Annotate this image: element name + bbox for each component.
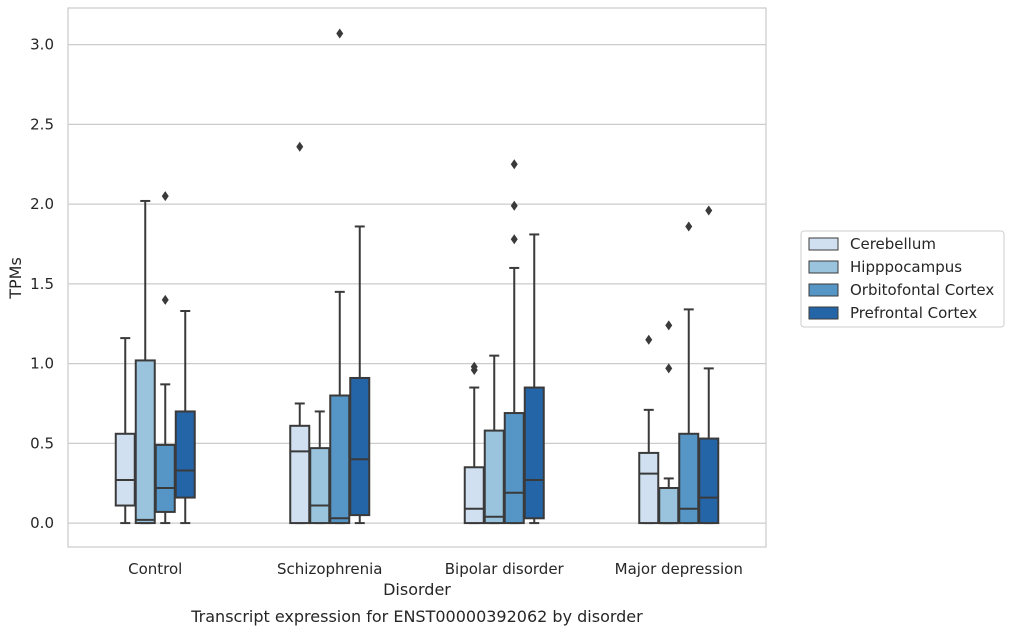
outlier-point <box>645 334 653 345</box>
y-tick-label: 3.0 <box>30 36 54 54</box>
box-prefrontal-cortex <box>174 309 196 525</box>
y-tick-label: 1.0 <box>30 355 54 373</box>
box-body <box>463 466 485 525</box>
box-body <box>698 437 720 525</box>
box-hipppocampus <box>134 199 156 525</box>
legend-swatch <box>808 283 839 297</box>
x-tick-label: Major depression <box>615 560 743 578</box>
outlier-point <box>470 361 478 372</box>
box-cerebellum <box>289 141 311 525</box>
box-body <box>134 359 156 525</box>
box-orbitofontal-cortex <box>329 28 351 525</box>
box-body <box>289 424 311 525</box>
y-axis-ticks: 0.0 0.5 1.0 1.5 2.0 2.5 3.0 <box>30 36 54 532</box>
outlier-point <box>665 363 673 374</box>
box-body <box>638 451 660 525</box>
box-prefrontal-cortex <box>698 205 720 525</box>
box-body <box>523 386 545 520</box>
x-axis-label: Disorder <box>383 580 451 599</box>
outlier-point <box>665 320 673 331</box>
outlier-point <box>705 205 713 216</box>
box-body <box>154 443 176 513</box>
legend-label: Cerebellum <box>850 235 936 253</box>
outlier-point <box>161 294 169 305</box>
box-body <box>329 394 351 525</box>
outlier-point <box>685 221 693 232</box>
x-tick-label: Schizophrenia <box>277 560 382 578</box>
box-prefrontal-cortex <box>349 225 371 525</box>
box-body <box>309 447 331 525</box>
chart-caption: Transcript expression for ENST0000039206… <box>190 607 643 626</box>
outlier-point <box>161 191 169 202</box>
y-tick-label: 2.0 <box>30 195 54 213</box>
outlier-point <box>296 141 304 152</box>
y-tick-label: 0.0 <box>30 514 54 532</box>
box-cerebellum <box>463 361 485 525</box>
outlier-point <box>336 28 344 39</box>
outlier-point <box>510 159 518 170</box>
box-cerebellum <box>638 334 660 525</box>
boxes-layer <box>114 28 720 525</box>
outlier-point <box>510 234 518 245</box>
legend-swatch <box>808 306 839 320</box>
box-body <box>483 429 505 525</box>
box-body <box>114 432 136 507</box>
box-orbitofontal-cortex <box>678 221 700 525</box>
box-body <box>349 376 371 517</box>
legend: Cerebellum Hipppocampus Orbitofontal Corte… <box>800 230 1005 328</box>
legend-label: Orbitofontal Cortex <box>850 281 994 299</box>
outlier-point <box>510 200 518 211</box>
legend-swatch <box>808 237 839 251</box>
y-tick-label: 1.5 <box>30 275 54 293</box>
legend-label: Hipppocampus <box>850 258 962 276</box>
y-tick-label: 0.5 <box>30 434 54 452</box>
y-axis-label: TPMs <box>6 257 25 300</box>
x-axis-ticks: Control Schizophrenia Bipolar disorder Majo… <box>128 560 743 578</box>
box-body <box>503 412 525 525</box>
x-tick-label: Bipolar disorder <box>445 560 565 578</box>
box-prefrontal-cortex <box>523 233 545 525</box>
box-body <box>174 410 196 499</box>
box-body <box>658 486 680 525</box>
legend-label: Prefrontal Cortex <box>850 304 977 322</box>
legend-swatch <box>808 260 839 274</box>
legend-frame <box>800 230 1005 328</box>
y-tick-label: 2.5 <box>30 115 54 133</box>
x-tick-label: Control <box>128 560 182 578</box>
